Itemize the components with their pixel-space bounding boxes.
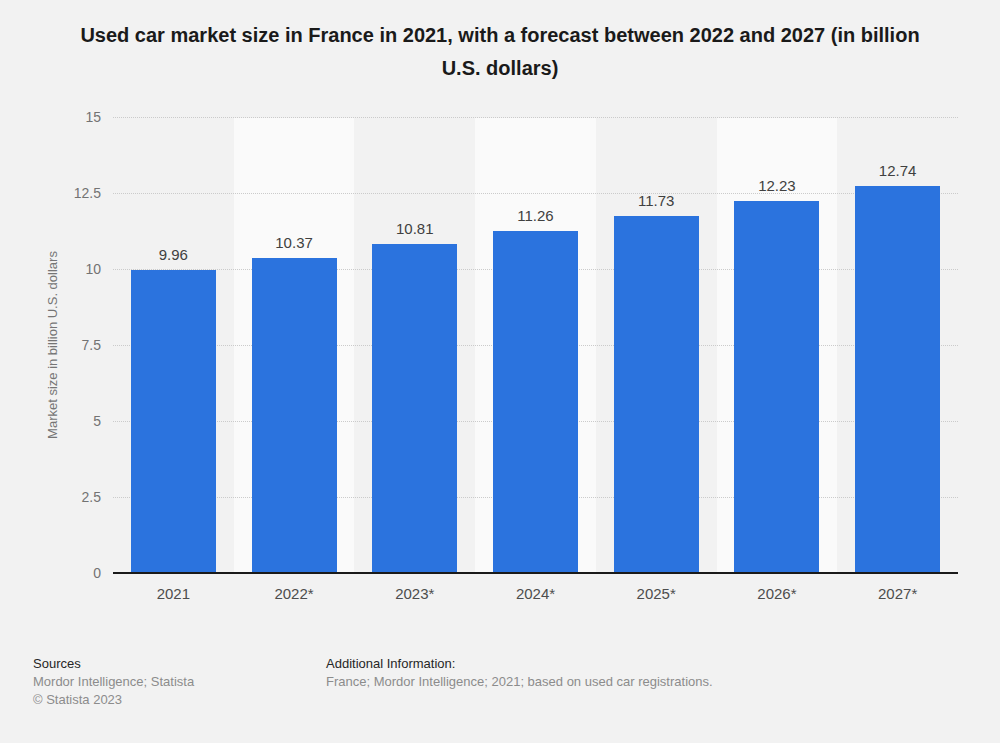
y-gridline xyxy=(113,117,958,118)
x-axis-label: 2026* xyxy=(717,585,838,602)
x-axis-label: 2024* xyxy=(475,585,596,602)
y-tick-label: 7.5 xyxy=(47,337,101,353)
x-axis-label: 2023* xyxy=(354,585,475,602)
bar-value-label: 11.73 xyxy=(596,192,717,210)
additional-info-text: France; Mordor Intelligence; 2021; based… xyxy=(326,673,713,691)
y-tick-label: 5 xyxy=(47,413,101,429)
bar xyxy=(372,244,457,573)
x-axis-label: 2025* xyxy=(596,585,717,602)
bar-value-label: 9.96 xyxy=(113,246,234,264)
bar-value-label: 12.23 xyxy=(717,177,838,195)
y-tick-label: 10 xyxy=(47,261,101,277)
bar-value-label: 10.81 xyxy=(354,220,475,238)
bar-value-label: 10.37 xyxy=(234,234,355,252)
bar-value-label: 11.26 xyxy=(475,207,596,225)
sources-block: Sources Mordor Intelligence; Statista © … xyxy=(33,655,194,709)
statista-chart-page: Used car market size in France in 2021, … xyxy=(0,0,1000,743)
x-axis-line xyxy=(113,572,958,574)
bar-value-label: 12.74 xyxy=(837,162,958,180)
y-tick-label: 15 xyxy=(47,109,101,125)
additional-info-label: Additional Information: xyxy=(326,655,713,673)
bar xyxy=(614,216,699,573)
bar xyxy=(734,201,819,573)
x-axis-label: 2022* xyxy=(234,585,355,602)
x-axis-label: 2021 xyxy=(113,585,234,602)
plot-area: 02.557.51012.5159.96202110.372022*10.812… xyxy=(113,117,958,573)
bar xyxy=(493,231,578,573)
x-axis-label: 2027* xyxy=(837,585,958,602)
bar xyxy=(855,186,940,573)
y-tick-label: 12.5 xyxy=(47,185,101,201)
bar xyxy=(131,270,216,573)
sources-text: Mordor Intelligence; Statista xyxy=(33,673,194,691)
sources-label: Sources xyxy=(33,655,194,673)
bar xyxy=(252,258,337,573)
y-tick-label: 0 xyxy=(47,565,101,581)
additional-info-block: Additional Information: France; Mordor I… xyxy=(326,655,713,691)
chart-title: Used car market size in France in 2021, … xyxy=(72,19,928,85)
y-tick-label: 2.5 xyxy=(47,489,101,505)
copyright-text: © Statista 2023 xyxy=(33,691,194,709)
